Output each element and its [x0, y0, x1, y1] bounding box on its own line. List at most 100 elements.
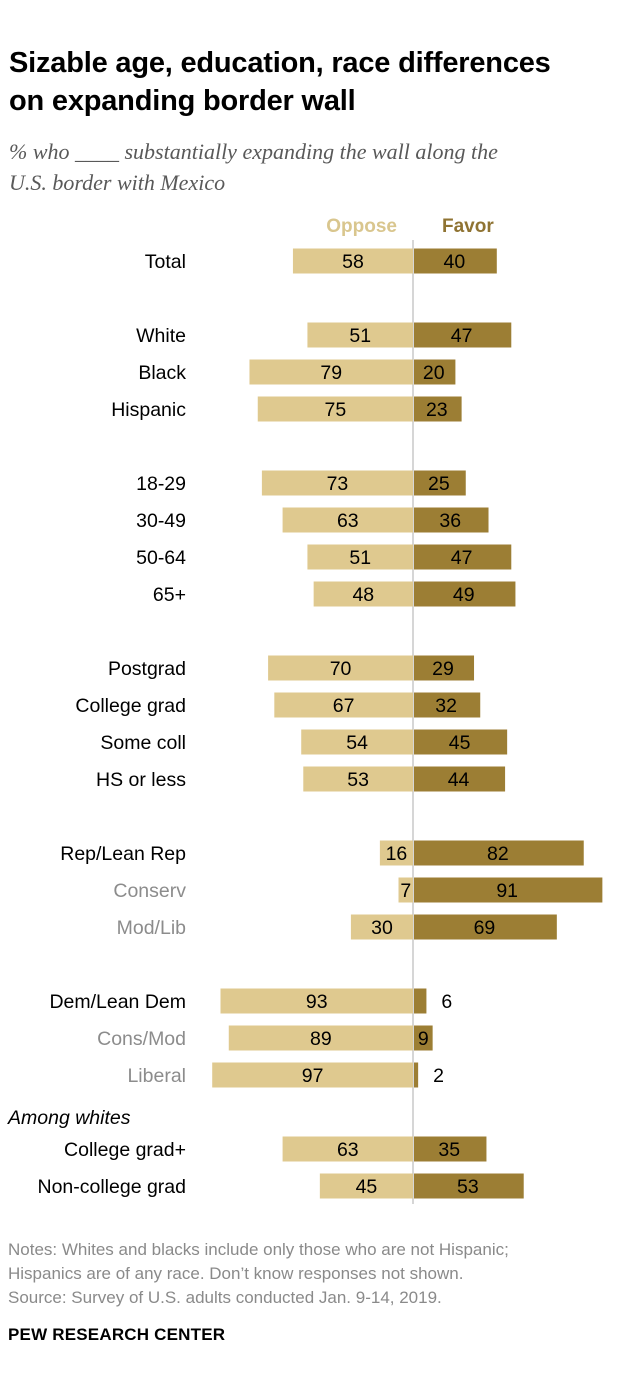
oppose-bar-dem-lean-dem [220, 988, 413, 1014]
favor-value-liberal: 2 [433, 1065, 444, 1087]
category-label-liberal: Liberal [127, 1065, 186, 1087]
oppose-bar-non-college-grad [319, 1173, 413, 1199]
favor-bar-18-29 [414, 470, 466, 496]
oppose-value-30-49: 63 [337, 510, 359, 532]
oppose-bar-18-29 [261, 470, 413, 496]
chart-subtitle: % who ____ substantially expanding the w… [9, 136, 621, 198]
oppose-value-hs-or-less: 53 [347, 769, 369, 791]
favor-bar-non-college-grad [414, 1173, 524, 1199]
section-label-among-whites: Among whites [7, 1107, 131, 1129]
favor-bar-liberal [414, 1062, 419, 1088]
category-label-black: Black [138, 362, 186, 384]
oppose-value-college-grad: 67 [333, 695, 355, 717]
favor-value-total: 40 [444, 251, 466, 273]
favor-bar-hs-or-less [414, 766, 506, 792]
oppose-bar-hs-or-less [303, 766, 413, 792]
chart-notes: Notes: Whites and blacks include only th… [8, 1238, 618, 1310]
favor-value-white: 47 [451, 325, 473, 347]
favor-value-college-grad: 32 [435, 695, 457, 717]
category-label-mod-lib: Mod/Lib [117, 917, 187, 939]
oppose-bar-college-grad [282, 1136, 413, 1162]
favor-value-65: 49 [453, 584, 475, 606]
oppose-bar-65 [313, 581, 413, 607]
favor-value-postgrad: 29 [432, 658, 454, 680]
source-line: Source: Survey of U.S. adults conducted … [8, 1288, 442, 1307]
oppose-value-conserv: 7 [400, 880, 411, 902]
pew-research-center-logo: PEW RESEARCH CENTER [8, 1325, 226, 1344]
oppose-value-mod-lib: 30 [371, 917, 393, 939]
favor-value-hispanic: 23 [426, 399, 448, 421]
subtitle-line-2: U.S. border with Mexico [9, 170, 226, 195]
category-label-cons-mod: Cons/Mod [97, 1028, 186, 1050]
category-label-college-grad: College grad+ [64, 1139, 186, 1161]
category-label-18-29: 18-29 [136, 473, 186, 495]
subtitle-line-1: % who ____ substantially expanding the w… [9, 139, 498, 164]
oppose-bar-cons-mod [228, 1025, 413, 1051]
category-label-conserv: Conserv [113, 880, 186, 902]
oppose-bar-30-49 [282, 507, 413, 533]
oppose-value-65: 48 [352, 584, 374, 606]
favor-bar-total [414, 248, 497, 274]
oppose-bar-hispanic [257, 396, 413, 422]
favor-bar-college-grad [414, 692, 481, 718]
category-label-total: Total [145, 251, 186, 273]
category-label-rep-lean-rep: Rep/Lean Rep [60, 843, 186, 865]
title-line-1: Sizable age, education, race differences [9, 47, 551, 79]
title-line-2: on expanding border wall [9, 85, 356, 117]
oppose-bar-rep-lean-rep [379, 840, 413, 866]
category-label-65: 65+ [153, 584, 186, 606]
oppose-value-liberal: 97 [302, 1065, 324, 1087]
favor-bar-postgrad [414, 655, 475, 681]
oppose-value-non-college-grad: 45 [356, 1176, 378, 1198]
notes-line-1: Notes: Whites and blacks include only th… [8, 1240, 509, 1259]
favor-bar-some-coll [414, 729, 508, 755]
notes-line-2: Hispanics are of any race. Don’t know re… [8, 1264, 464, 1283]
category-label-hs-or-less: HS or less [96, 769, 186, 791]
legend-oppose: Oppose [326, 216, 397, 237]
category-label-college-grad: College grad [75, 695, 186, 717]
oppose-value-some-coll: 54 [346, 732, 368, 754]
favor-value-non-college-grad: 53 [457, 1176, 479, 1198]
oppose-value-dem-lean-dem: 93 [306, 991, 328, 1013]
oppose-bar-postgrad [268, 655, 413, 681]
favor-value-dem-lean-dem: 6 [441, 991, 452, 1013]
oppose-bar-50-64 [307, 544, 413, 570]
favor-bar-65 [414, 581, 516, 607]
favor-bar-conserv [414, 877, 603, 903]
favor-value-hs-or-less: 44 [448, 769, 470, 791]
favor-bar-black [414, 359, 456, 385]
favor-value-college-grad: 35 [438, 1139, 460, 1161]
category-label-30-49: 30-49 [136, 510, 186, 532]
oppose-value-cons-mod: 89 [310, 1028, 332, 1050]
favor-bar-50-64 [414, 544, 512, 570]
category-label-dem-lean-dem: Dem/Lean Dem [49, 991, 186, 1013]
category-label-white: White [136, 325, 186, 347]
category-label-hispanic: Hispanic [111, 399, 186, 421]
oppose-bar-conserv [398, 877, 413, 903]
oppose-value-hispanic: 75 [325, 399, 347, 421]
oppose-bar-college-grad [274, 692, 413, 718]
oppose-bar-mod-lib [350, 914, 413, 940]
favor-value-some-coll: 45 [449, 732, 471, 754]
chart-title: Sizable age, education, race differences… [9, 44, 621, 120]
oppose-value-50-64: 51 [349, 547, 371, 569]
oppose-value-black: 79 [320, 362, 342, 384]
oppose-bar-total [292, 248, 413, 274]
favor-value-conserv: 91 [496, 880, 518, 902]
oppose-bar-white [307, 322, 413, 348]
favor-value-mod-lib: 69 [474, 917, 496, 939]
favor-bar-hispanic [414, 396, 462, 422]
oppose-bar-some-coll [301, 729, 413, 755]
oppose-value-18-29: 73 [327, 473, 349, 495]
favor-value-50-64: 47 [451, 547, 473, 569]
favor-bar-rep-lean-rep [414, 840, 584, 866]
category-label-50-64: 50-64 [136, 547, 186, 569]
favor-value-cons-mod: 9 [418, 1028, 429, 1050]
favor-bar-white [414, 322, 512, 348]
favor-bar-dem-lean-dem [414, 988, 427, 1014]
favor-value-18-29: 25 [428, 473, 450, 495]
oppose-value-white: 51 [349, 325, 371, 347]
oppose-bar-liberal [212, 1062, 413, 1088]
favor-value-rep-lean-rep: 82 [487, 843, 509, 865]
category-label-some-coll: Some coll [100, 732, 186, 754]
